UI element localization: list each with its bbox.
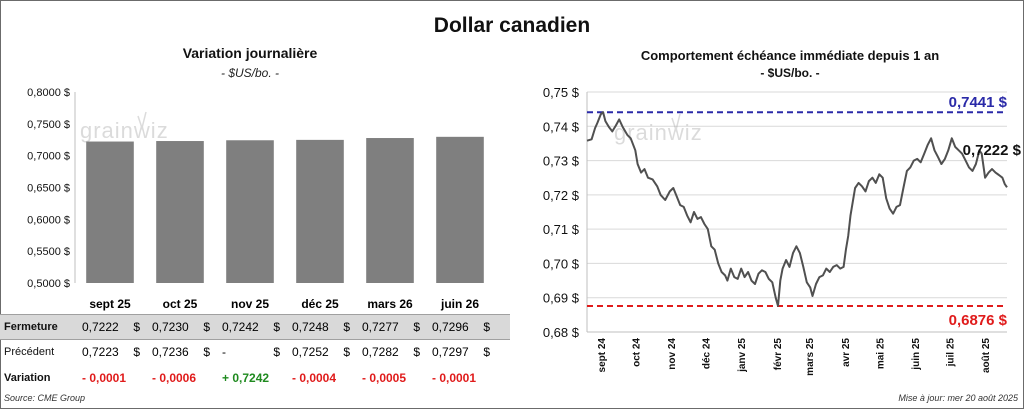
- cell-currency: $: [273, 320, 280, 334]
- contract-header: déc 25: [301, 297, 339, 311]
- watermark-mark: [671, 113, 681, 133]
- row-label: Précédent: [4, 346, 55, 358]
- x-tick-label: mars 25: [805, 338, 816, 376]
- cell-currency: $: [273, 345, 280, 359]
- table-row-variation: Variation - 0,0001 - 0,0006 + 0,7242 - 0,00…: [0, 366, 510, 390]
- table-row-fermeture: Fermeture $0,7222 $0,7230 $0,7242 $0,7248 $0…: [0, 314, 510, 340]
- watermark-text: grainwiz: [80, 118, 169, 143]
- row-label: Variation: [4, 372, 51, 384]
- cell-value: 0,7282: [362, 345, 399, 359]
- cell-currency: $: [343, 320, 350, 334]
- y-tick-label: 0,5500 $: [27, 246, 70, 258]
- cell-value: - 0,0001: [432, 371, 477, 385]
- max-label: 0,7441 $: [949, 94, 1008, 111]
- bar-chart-title: Variation journalière: [182, 45, 318, 61]
- x-tick-label: août 25: [981, 338, 992, 373]
- bar: [86, 141, 134, 283]
- x-tick-label: juil 25: [945, 338, 956, 368]
- page-title: Dollar canadien: [433, 14, 591, 37]
- cell-value: 0,7297: [432, 345, 469, 359]
- contract-header: sept 25: [89, 297, 131, 311]
- bar-chart-unit: - $US/bo. -: [220, 66, 280, 80]
- line-chart-unit: - $US/bo. -: [760, 66, 820, 80]
- y-tick-label: 0,6500 $: [27, 183, 70, 195]
- cell-value: 0,7296: [432, 320, 469, 334]
- last-label: 0,7222 $: [963, 142, 1022, 159]
- y-tick-label: 0,71 $: [543, 222, 580, 237]
- x-tick-label: sept 24: [597, 338, 608, 373]
- table-row-precedent: Précédent $0,7223 $0,7236 $ - $0,7252 $0,7282…: [0, 340, 510, 364]
- bar-chart: 0,5000 $ 0,5500 $ 0,6000 $ 0,6500 $ 0,7000 $…: [27, 87, 484, 290]
- cell-currency: $: [343, 345, 350, 359]
- y-tick-label: 0,6000 $: [27, 214, 70, 226]
- watermark-mark: [137, 111, 147, 131]
- x-tick-label: déc 24: [702, 338, 713, 370]
- cell-currency: $: [203, 320, 210, 334]
- contract-header: mars 26: [367, 297, 413, 311]
- contract-header: juin 26: [440, 297, 479, 311]
- cell-currency: $: [413, 320, 420, 334]
- y-tick-label: 0,74 $: [543, 119, 580, 134]
- y-tick-label: 0,7500 $: [27, 119, 70, 131]
- x-tick-label: avr 25: [841, 338, 852, 367]
- y-tick-label: 0,72 $: [543, 188, 580, 203]
- cell-currency: $: [133, 345, 140, 359]
- bar: [156, 141, 204, 283]
- cell-value: 0,7248: [292, 320, 329, 334]
- min-label: 0,6876 $: [949, 312, 1008, 329]
- cell-value: 0,7223: [82, 345, 119, 359]
- grainwiz-watermark: grainwiz: [614, 113, 703, 145]
- source-note: Source: CME Group: [4, 393, 86, 403]
- x-tick-label: janv 25: [737, 338, 748, 373]
- x-tick-label: mai 25: [875, 338, 886, 370]
- cell-value: - 0,0006: [152, 371, 197, 385]
- table-header-row: sept 25 oct 25 nov 25 déc 25 mars 26 juin 26: [0, 292, 510, 316]
- y-tick-label: 0,73 $: [543, 154, 580, 169]
- y-tick-label: 0,75 $: [543, 85, 580, 100]
- contract-header: nov 25: [230, 297, 269, 311]
- bar: [366, 138, 414, 283]
- cell-value: - 0,0001: [82, 371, 127, 385]
- update-note: Mise à jour: mer 20 août 2025: [898, 393, 1018, 403]
- price-line: [586, 111, 1008, 307]
- bar: [296, 139, 344, 283]
- bar: [436, 136, 484, 283]
- line-chart: 0,68 $ 0,69 $ 0,70 $ 0,71 $ 0,72 $ 0,73 $ 0,74…: [543, 85, 1022, 376]
- cell-value: 0,7242: [222, 320, 259, 334]
- cell-value: 0,7230: [152, 320, 189, 334]
- y-tick-label: 0,5000 $: [27, 278, 70, 290]
- cell-currency: $: [133, 320, 140, 334]
- x-tick-label: juin 25: [911, 338, 922, 371]
- x-tick-label: févr 25: [773, 338, 784, 371]
- bar: [226, 140, 274, 283]
- x-tick-label: oct 24: [631, 338, 642, 367]
- y-tick-label: 0,70 $: [543, 256, 580, 271]
- cell-value: 0,7222: [82, 320, 119, 334]
- y-tick-label: 0,68 $: [543, 325, 580, 340]
- grainwiz-watermark: grainwiz: [80, 111, 169, 143]
- y-tick-label: 0,7000 $: [27, 151, 70, 163]
- cell-value: -: [222, 345, 226, 359]
- cell-value: 0,7252: [292, 345, 329, 359]
- y-tick-label: 0,8000 $: [27, 87, 70, 99]
- row-label: Fermeture: [4, 321, 58, 333]
- contract-header: oct 25: [162, 297, 198, 311]
- cell-value: + 0,7242: [222, 371, 270, 385]
- x-tick-label: nov 24: [667, 338, 678, 370]
- cell-value: 0,7277: [362, 320, 399, 334]
- cell-value: - 0,0004: [292, 371, 337, 385]
- cell-value: - 0,0005: [362, 371, 407, 385]
- line-chart-title: Comportement échéance immédiate depuis 1…: [640, 48, 940, 63]
- watermark-text: grainwiz: [614, 120, 703, 145]
- cell-currency: $: [203, 345, 210, 359]
- y-tick-label: 0,69 $: [543, 291, 580, 306]
- cell-currency: $: [483, 320, 490, 334]
- cell-value: 0,7236: [152, 345, 189, 359]
- cell-currency: $: [413, 345, 420, 359]
- cell-currency: $: [483, 345, 490, 359]
